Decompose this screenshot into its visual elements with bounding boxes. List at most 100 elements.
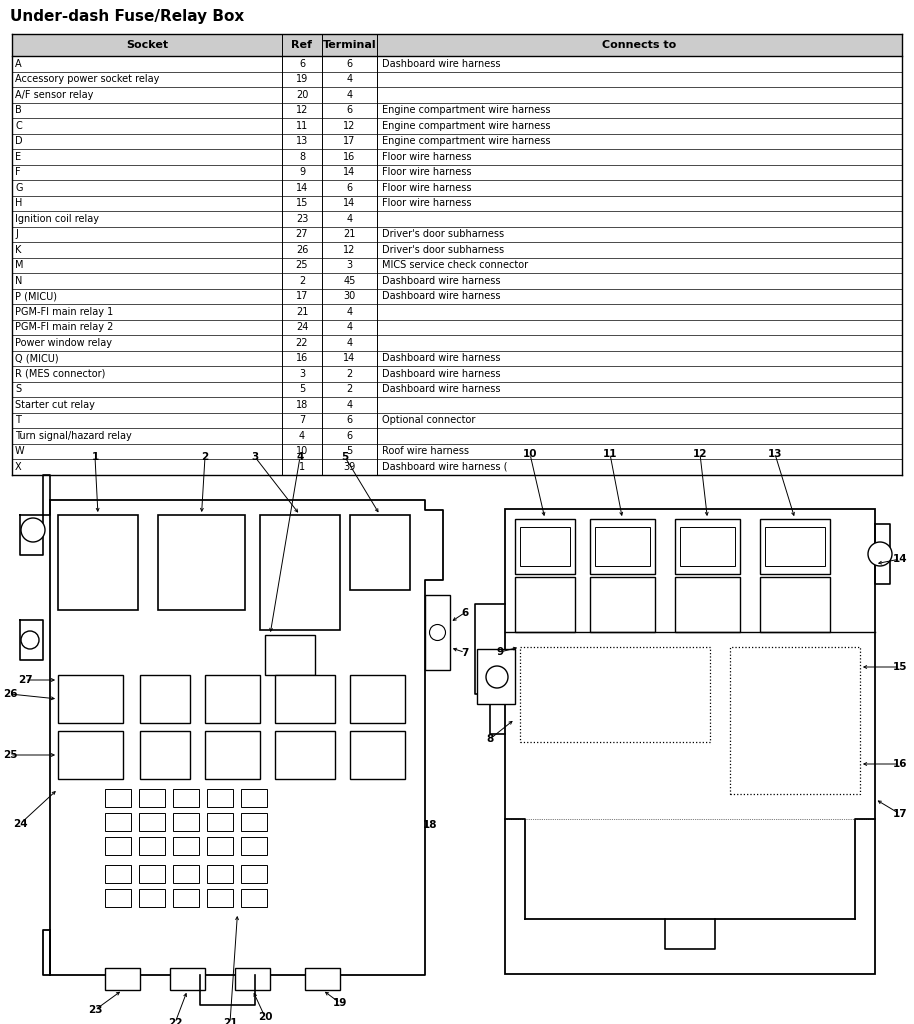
Text: Dashboard wire harness: Dashboard wire harness — [382, 58, 501, 69]
Bar — [207, 813, 233, 831]
Text: 16: 16 — [344, 152, 356, 162]
Bar — [675, 519, 740, 574]
Text: 21: 21 — [296, 307, 308, 316]
Text: 2: 2 — [346, 384, 353, 394]
Bar — [275, 675, 335, 723]
Bar — [207, 837, 233, 855]
Bar — [205, 675, 260, 723]
Text: 4: 4 — [296, 452, 303, 462]
Text: Socket: Socket — [126, 40, 168, 50]
Text: T: T — [15, 416, 21, 425]
Bar — [595, 527, 650, 566]
Circle shape — [486, 666, 508, 688]
Bar — [241, 889, 267, 907]
Text: 12: 12 — [693, 449, 707, 459]
Bar — [505, 509, 875, 974]
Text: 3: 3 — [251, 452, 259, 462]
Bar — [105, 889, 131, 907]
Circle shape — [430, 625, 445, 640]
Text: M: M — [15, 260, 24, 270]
Text: 7: 7 — [462, 647, 469, 657]
Text: 4: 4 — [346, 307, 353, 316]
Text: S: S — [15, 384, 21, 394]
Text: 4: 4 — [346, 214, 353, 224]
Text: PGM-FI main relay 1: PGM-FI main relay 1 — [15, 307, 113, 316]
Bar — [730, 647, 860, 794]
Text: Dashboard wire harness: Dashboard wire harness — [382, 291, 501, 301]
Text: 16: 16 — [893, 759, 908, 769]
Bar — [241, 865, 267, 883]
Bar — [477, 649, 515, 705]
Bar — [350, 675, 405, 723]
Text: N: N — [15, 275, 22, 286]
Text: 14: 14 — [344, 167, 356, 177]
Text: 4: 4 — [346, 90, 353, 99]
Text: 20: 20 — [296, 90, 308, 99]
Text: A/F sensor relay: A/F sensor relay — [15, 90, 93, 99]
Bar — [760, 519, 830, 574]
Bar — [207, 790, 233, 807]
Text: G: G — [15, 182, 23, 193]
Text: P (MICU): P (MICU) — [15, 291, 57, 301]
Text: R (MES connector): R (MES connector) — [15, 369, 105, 379]
Bar — [675, 577, 740, 632]
Text: 4: 4 — [299, 431, 305, 440]
Text: 5: 5 — [299, 384, 305, 394]
Text: 3: 3 — [299, 369, 305, 379]
Bar — [105, 813, 131, 831]
Text: 30: 30 — [344, 291, 356, 301]
Text: 14: 14 — [893, 554, 908, 564]
Text: J: J — [15, 229, 18, 240]
Text: 26: 26 — [296, 245, 308, 255]
Text: Turn signal/hazard relay: Turn signal/hazard relay — [15, 431, 132, 440]
Bar — [205, 731, 260, 779]
Text: Driver's door subharness: Driver's door subharness — [382, 245, 505, 255]
Text: Engine compartment wire harness: Engine compartment wire harness — [382, 105, 550, 116]
Text: Engine compartment wire harness: Engine compartment wire harness — [382, 136, 550, 146]
Bar — [105, 968, 140, 990]
Text: 6: 6 — [346, 416, 353, 425]
Text: F: F — [15, 167, 21, 177]
Bar — [140, 675, 190, 723]
Text: Driver's door subharness: Driver's door subharness — [382, 229, 505, 240]
Text: Dashboard wire harness: Dashboard wire harness — [382, 275, 501, 286]
Text: 8: 8 — [299, 152, 305, 162]
Text: Floor wire harness: Floor wire harness — [382, 182, 472, 193]
Bar — [680, 527, 735, 566]
Text: 21: 21 — [344, 229, 356, 240]
Text: 19: 19 — [296, 75, 308, 84]
Text: 14: 14 — [344, 353, 356, 364]
Text: Under-dash Fuse/Relay Box: Under-dash Fuse/Relay Box — [10, 9, 244, 24]
Text: 16: 16 — [296, 353, 308, 364]
Text: 25: 25 — [296, 260, 308, 270]
Text: E: E — [15, 152, 21, 162]
Text: 6: 6 — [346, 105, 353, 116]
Text: Dashboard wire harness (: Dashboard wire harness ( — [382, 462, 507, 472]
Bar — [515, 577, 575, 632]
Text: 13: 13 — [296, 136, 308, 146]
Text: 10: 10 — [523, 449, 537, 459]
Text: MICS service check connector: MICS service check connector — [382, 260, 528, 270]
Text: Dashboard wire harness: Dashboard wire harness — [382, 369, 501, 379]
Bar — [58, 675, 123, 723]
Text: 5: 5 — [346, 446, 353, 457]
Text: 12: 12 — [344, 245, 356, 255]
Text: Ref: Ref — [292, 40, 313, 50]
Text: 4: 4 — [346, 338, 353, 348]
Text: 24: 24 — [296, 323, 308, 332]
Text: 12: 12 — [344, 121, 356, 131]
Bar — [173, 889, 199, 907]
Text: 22: 22 — [296, 338, 308, 348]
Bar — [12, 34, 902, 474]
Bar — [207, 865, 233, 883]
Text: Q (MICU): Q (MICU) — [15, 353, 58, 364]
Bar — [425, 595, 450, 670]
Bar — [241, 813, 267, 831]
Bar — [265, 635, 315, 675]
Text: 14: 14 — [344, 199, 356, 208]
Bar — [139, 889, 165, 907]
Text: 6: 6 — [346, 182, 353, 193]
Bar — [241, 837, 267, 855]
Bar — [765, 527, 825, 566]
Text: 17: 17 — [296, 291, 308, 301]
